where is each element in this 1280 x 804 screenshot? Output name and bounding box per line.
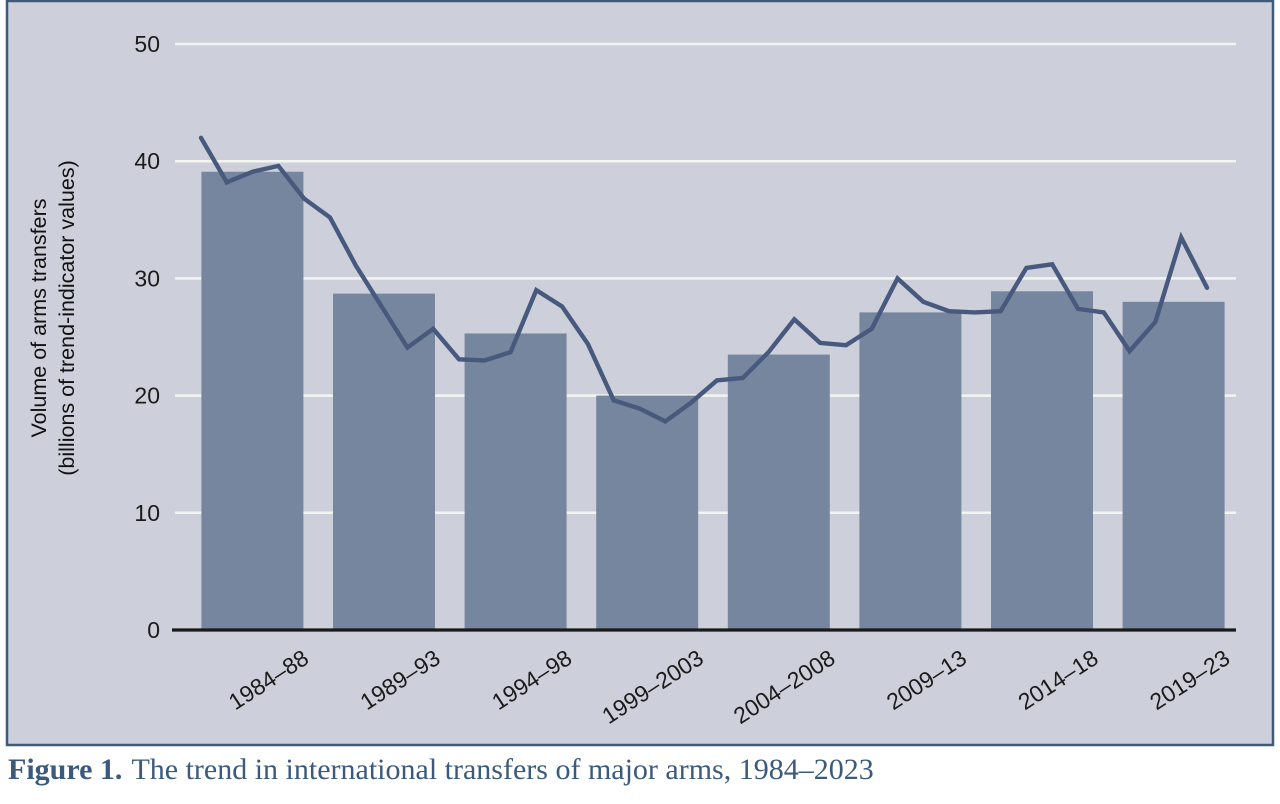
bar-1984-88 <box>201 171 304 631</box>
figure-caption-text: The trend in international transfers of … <box>131 753 874 786</box>
figure-caption: Figure 1. The trend in international tran… <box>0 751 1280 789</box>
figure-caption-label: Figure 1. <box>8 753 123 786</box>
y-tick-label-10: 10 <box>134 500 160 526</box>
y-tick-label-50: 50 <box>134 31 160 57</box>
y-tick-label-0: 0 <box>147 617 160 643</box>
bar-1994-98 <box>464 333 567 630</box>
y-tick-label-20: 20 <box>134 383 160 409</box>
bar-1999-2003 <box>596 395 699 630</box>
y-tick-label-40: 40 <box>134 148 160 174</box>
bar-1989-93 <box>333 293 435 630</box>
bar-2004-2008 <box>727 354 830 630</box>
bar-2019-23 <box>1122 301 1225 630</box>
arms-transfers-chart: 0 10 20 30 40 50 Volume of arms transfers (bill… <box>5 0 1275 747</box>
bar-2009-13 <box>859 312 962 630</box>
y-axis-title-line2: (billions of trend-indicator values) <box>55 160 79 475</box>
bar-2014-18 <box>991 291 1093 630</box>
y-tick-label-30: 30 <box>134 265 160 291</box>
annual-trend-line <box>198 135 1210 424</box>
y-axis-title-line1: Volume of arms transfers <box>27 199 51 438</box>
